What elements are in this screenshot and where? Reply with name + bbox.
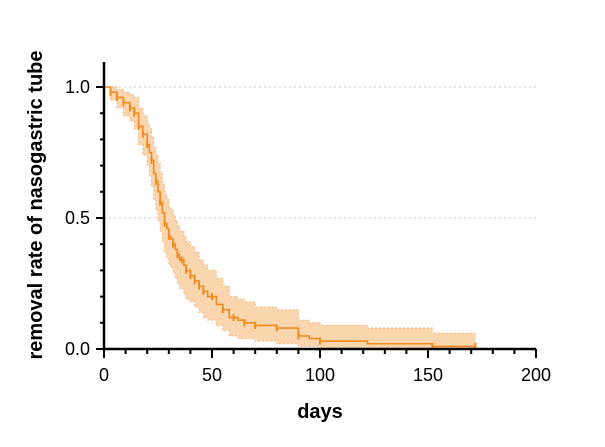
x-tick-label: 0 (99, 365, 109, 385)
censor-marks-layer (109, 88, 477, 350)
confidence-band (104, 87, 476, 349)
y-tick-labels: 0.0 0.5 1.0 (65, 77, 90, 359)
confidence-lower-edge (104, 86, 476, 350)
x-tick-labels: 0 50 100 150 200 (99, 365, 551, 385)
confidence-band-layer (104, 86, 476, 350)
y-axis-title: removal rate of nasogastric tube (25, 51, 47, 360)
grid-layer (104, 86, 536, 219)
y-tick-label: 0.0 (65, 339, 90, 359)
x-axis-title: days (297, 401, 343, 423)
x-tick-label: 200 (521, 365, 551, 385)
y-tick-label: 1.0 (65, 77, 90, 97)
x-tick-label: 50 (202, 365, 222, 385)
confidence-upper-edge (104, 86, 476, 334)
y-tick-label: 0.5 (65, 208, 90, 228)
axes-layer (96, 62, 537, 358)
x-tick-label: 150 (413, 365, 443, 385)
x-tick-label: 100 (305, 365, 335, 385)
